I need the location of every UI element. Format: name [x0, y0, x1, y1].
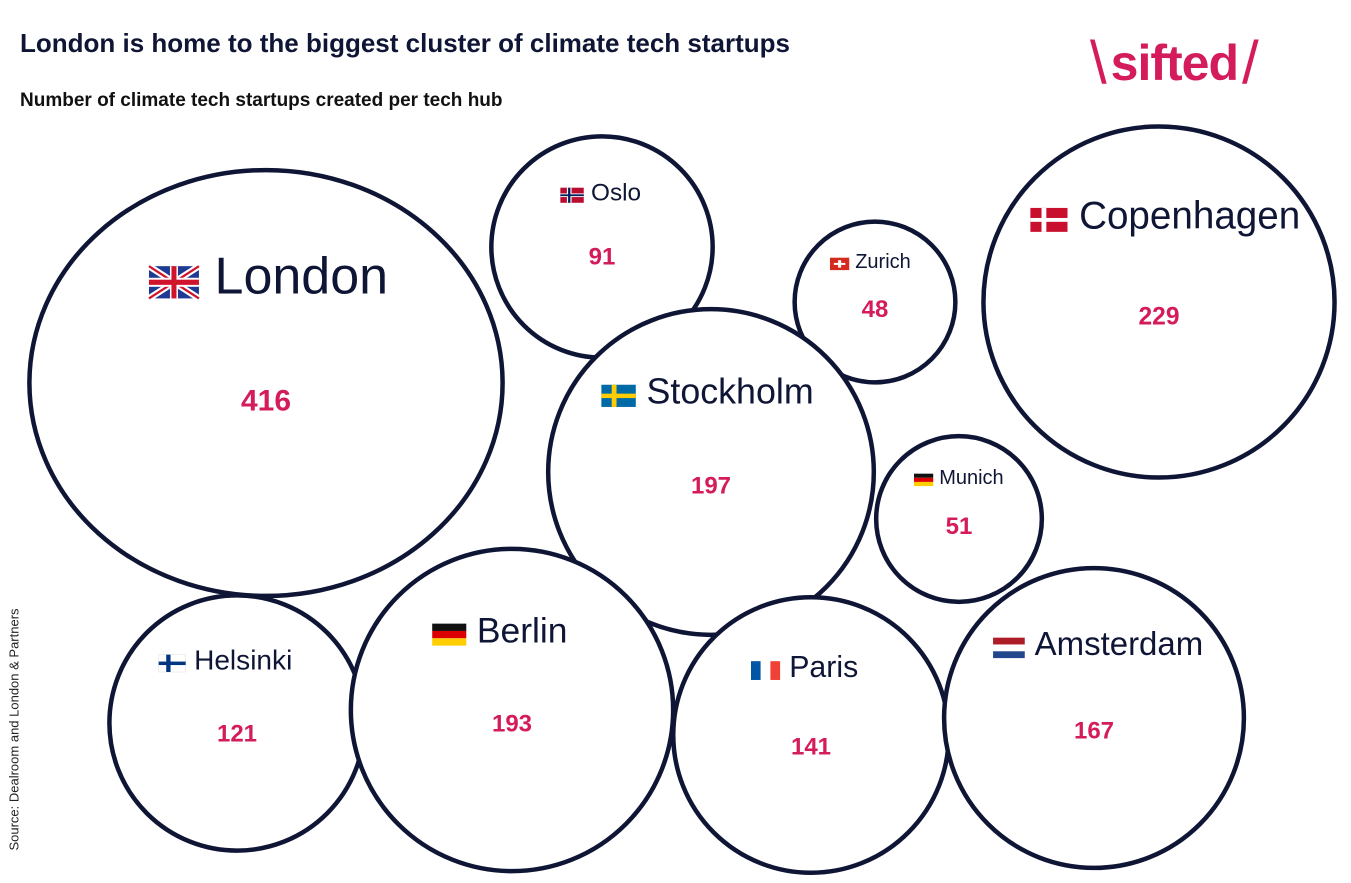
chart-title: London is home to the biggest cluster of… — [20, 28, 790, 58]
fr-flag-icon — [750, 661, 781, 680]
de-flag-icon — [432, 623, 467, 646]
no-flag-icon — [560, 187, 584, 203]
bubble-berlin: Berlin 193 — [348, 546, 676, 874]
bubble-value: 48 — [862, 296, 889, 323]
bubble-copenhagen: Copenhagen 229 — [981, 124, 1337, 480]
bubble-label: Stockholm — [647, 372, 814, 412]
ch-flag-icon — [829, 257, 850, 271]
bubble-value: 197 — [691, 472, 731, 499]
gb-flag-icon — [147, 263, 201, 302]
se-flag-icon — [601, 384, 636, 407]
bubble-label: Copenhagen — [1079, 194, 1300, 237]
logo-slash-right: / — [1242, 29, 1259, 96]
sifted-logo: \ sifted / — [1090, 28, 1259, 98]
bubble-amsterdam: Amsterdam 167 — [941, 565, 1247, 871]
fi-flag-icon — [158, 654, 186, 673]
bubble-label: Zurich — [855, 251, 911, 273]
bubble-value: 416 — [241, 385, 291, 418]
bubble-label: Helsinki — [194, 644, 292, 675]
bubble-label: London — [215, 248, 389, 306]
chart-subtitle: Number of climate tech startups created … — [20, 90, 503, 111]
nl-flag-icon — [993, 637, 1025, 659]
bubble-label: Munich — [939, 467, 1003, 489]
bubble-paris: Paris 141 — [671, 595, 951, 875]
logo-wordmark: sifted — [1110, 35, 1239, 91]
de-flag-icon — [913, 473, 934, 487]
bubble-circle — [348, 546, 676, 874]
bubble-label: Paris — [789, 651, 858, 684]
bubble-value: 229 — [1139, 304, 1180, 331]
bubble-value: 141 — [791, 733, 831, 760]
bubble-label: Amsterdam — [1035, 625, 1204, 662]
bubble-value: 193 — [492, 710, 532, 737]
bubble-zurich: Zurich 48 — [792, 219, 958, 385]
bubble-munich: Munich 51 — [873, 433, 1045, 605]
bubble-value: 51 — [946, 513, 973, 540]
bubble-label: Berlin — [477, 610, 568, 650]
bubble-helsinki: Helsinki 121 — [107, 593, 367, 853]
dk-flag-icon — [1030, 207, 1068, 232]
bubble-value: 121 — [217, 721, 257, 748]
bubble-value: 91 — [589, 243, 616, 270]
bubble-value: 167 — [1074, 717, 1114, 744]
bubble-circle — [981, 124, 1337, 480]
logo-slash-left: \ — [1090, 29, 1107, 96]
bubble-stockholm: Stockholm 197 — [545, 306, 877, 638]
bubble-london: London 416 — [27, 167, 505, 599]
bubble-circle — [27, 167, 505, 599]
bubble-label: Oslo — [591, 180, 641, 207]
